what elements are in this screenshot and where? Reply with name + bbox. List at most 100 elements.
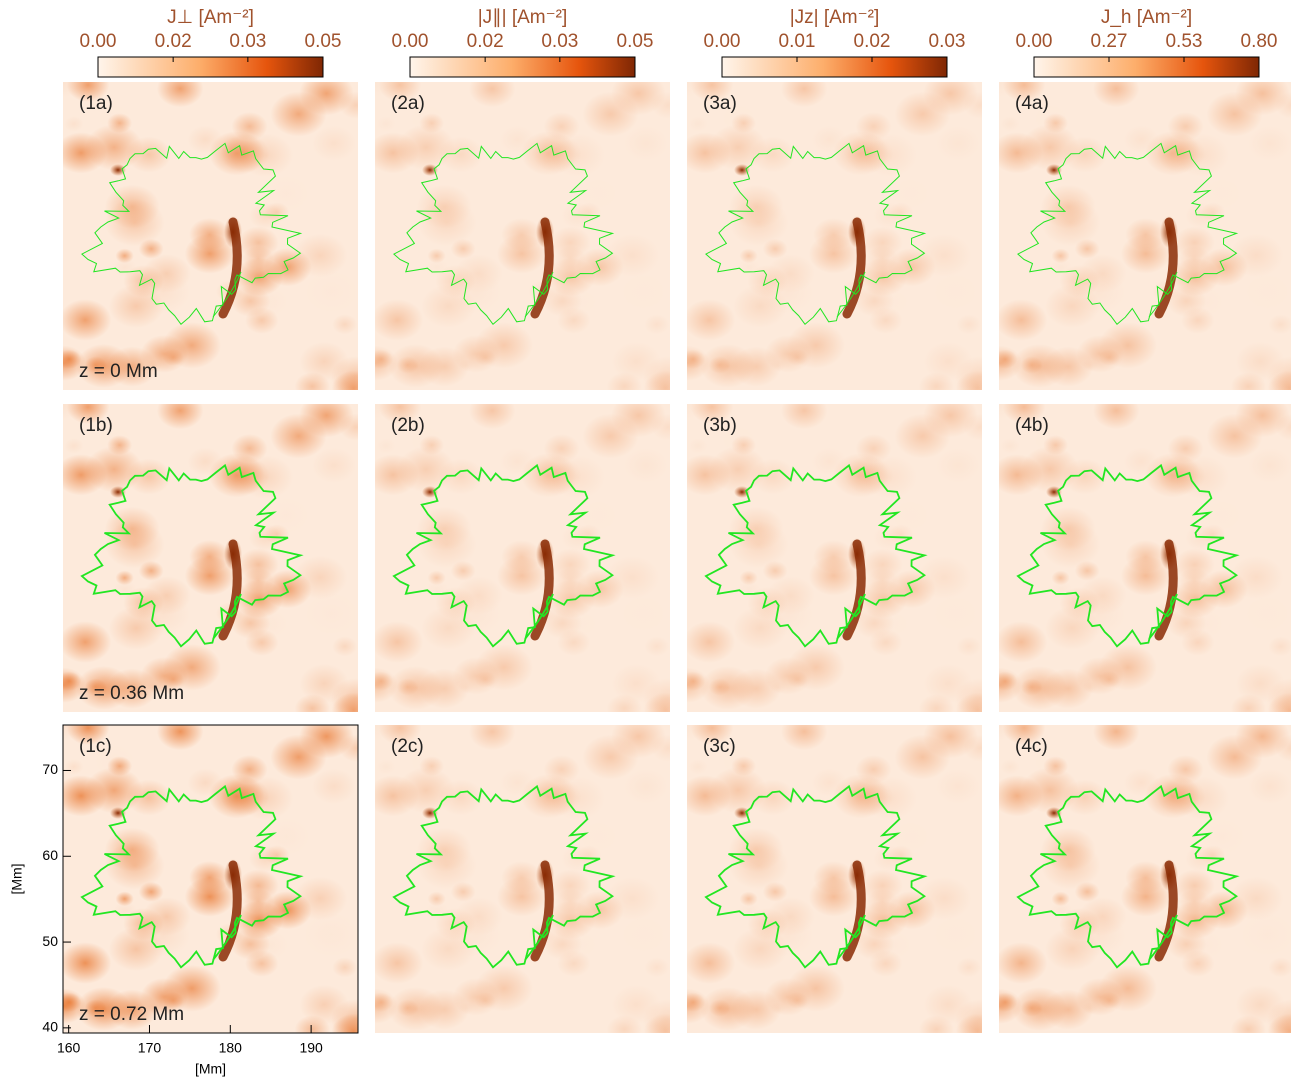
y-tick-label: 60: [42, 847, 58, 863]
heatmap-blob: [729, 521, 789, 569]
heatmap-blob: [644, 957, 669, 977]
heatmap-blob: [521, 453, 577, 497]
heatmap-blob: [813, 861, 854, 894]
height-label: z = 0.72 Mm: [79, 1004, 184, 1025]
colorbar: [1034, 57, 1259, 77]
heatmap-blob: [681, 993, 705, 1012]
heatmap-blob: [995, 942, 1047, 984]
heatmap-blob: [919, 1015, 954, 1043]
heatmap-blob: [270, 92, 326, 137]
heatmap-blob: [293, 556, 347, 600]
y-tick-label: 50: [42, 933, 58, 949]
panel: (2a): [354, 68, 693, 406]
heatmap-blob: [781, 392, 827, 429]
heatmap-blob: [956, 636, 981, 656]
colorbar-tick-label: 0.05: [617, 31, 654, 52]
heatmap-blob: [1041, 842, 1101, 890]
heatmap-blob: [47, 70, 81, 97]
colorbar-tick-label: 0.02: [854, 31, 891, 52]
heatmap-blob: [332, 636, 357, 656]
colorbar-tick-label: 0.53: [1165, 31, 1202, 52]
heatmap-blob: [983, 392, 1017, 419]
heatmap-blob: [1000, 116, 1020, 132]
heatmap-blob: [189, 540, 230, 573]
heatmap-blob: [781, 713, 827, 750]
heatmap-blob: [963, 91, 997, 118]
heatmap-blob: [469, 713, 515, 750]
heatmap-blob: [57, 350, 81, 369]
panel: (1a)z = 0 Mm: [42, 68, 381, 406]
heatmap: [42, 711, 381, 1049]
heatmap-blob: [458, 1002, 474, 1015]
colorbar-tick-label: 0.00: [704, 31, 741, 52]
heatmap-blob: [1041, 521, 1101, 569]
heatmap-blob: [954, 1013, 986, 1038]
heatmap-blob: [447, 592, 502, 636]
heatmap-blob: [521, 774, 577, 818]
heatmap-blob: [770, 359, 786, 372]
heatmap-blob: [1248, 769, 1291, 805]
heatmap-blob: [936, 126, 980, 162]
heatmap-blob: [642, 1013, 674, 1038]
heatmap-blob: [624, 769, 668, 805]
heatmap-blob: [605, 877, 659, 921]
heatmap-blob: [956, 957, 981, 977]
heatmap-blob: [759, 913, 814, 957]
panel-label: (4c): [1015, 736, 1048, 757]
heatmap-blob: [209, 774, 265, 818]
heatmap-blob: [936, 769, 980, 805]
heatmap-blob: [469, 392, 515, 429]
panel-label: (1c): [79, 736, 112, 757]
heatmap-blob: [157, 713, 203, 750]
heatmap-blob: [683, 942, 735, 984]
heatmap-blob: [917, 877, 971, 921]
colorbar-tick-label: 0.03: [929, 31, 966, 52]
colorbar-tick-label: 0.80: [1241, 31, 1278, 52]
heatmap-blob: [359, 70, 393, 97]
heatmap-blob: [339, 734, 373, 761]
heatmap-blob: [339, 413, 373, 440]
colorbar-title: J⊥ [Am⁻²]: [167, 7, 254, 28]
heatmap-blob: [270, 414, 326, 459]
heatmap-blob: [64, 438, 84, 454]
heatmap-blob: [447, 913, 502, 957]
heatmap-blob: [983, 70, 1017, 97]
heatmap-blob: [330, 692, 362, 717]
heatmap-blob: [1041, 199, 1101, 247]
colorbar-tick-label: 0.02: [467, 31, 504, 52]
heatmap-blob: [1125, 861, 1166, 894]
heatmap-blob: [624, 126, 668, 162]
panel: (2b): [354, 390, 693, 728]
heatmap-blob: [1248, 126, 1291, 162]
panel: (1c) z = 0.72 Mm: [42, 711, 381, 1049]
heatmap: [666, 711, 1005, 1049]
heatmap-blob: [582, 92, 638, 137]
heatmap-blob: [651, 734, 685, 761]
heatmap-blob: [919, 694, 954, 722]
heatmap-blob: [501, 861, 542, 894]
heatmap-blob: [894, 92, 950, 137]
heatmap-blob: [683, 299, 735, 341]
heatmap-blob: [894, 414, 950, 459]
heatmap-blob: [332, 957, 357, 977]
heatmap-blob: [209, 453, 265, 497]
heatmap-blob: [607, 372, 642, 400]
heatmap-blob: [605, 556, 659, 600]
heatmap-blob: [995, 621, 1047, 663]
heatmap-blob: [369, 993, 393, 1012]
heatmap-blob: [369, 672, 393, 691]
heatmap-blob: [157, 392, 203, 429]
heatmap-blob: [59, 942, 111, 984]
heatmap-blob: [371, 299, 423, 341]
height-label: z = 0.36 Mm: [79, 683, 184, 704]
heatmap-blob: [189, 218, 230, 251]
heatmap-blob: [135, 592, 190, 636]
heatmap-blob: [1145, 453, 1201, 497]
colorbar: [410, 57, 635, 77]
heatmap-blob: [624, 448, 668, 484]
heatmap: [978, 390, 1291, 728]
heatmap-blob: [1231, 372, 1266, 400]
heatmap-blob: [1206, 414, 1262, 459]
heatmap: [978, 68, 1291, 406]
heatmap-blob: [770, 681, 786, 694]
